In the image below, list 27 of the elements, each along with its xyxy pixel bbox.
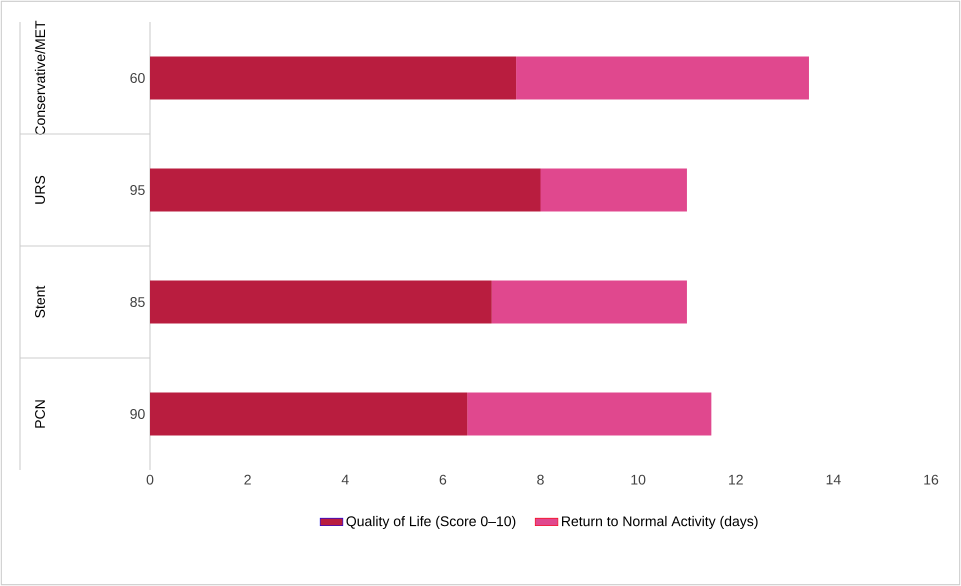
legend-label: Quality of Life (Score 0–10): [346, 516, 516, 529]
bar: [492, 280, 687, 324]
x-tick-label: 16: [924, 474, 938, 485]
bar: [150, 280, 492, 324]
x-tick-label: 8: [537, 474, 544, 485]
legend-label: Return to Normal Activity (days): [562, 516, 758, 529]
x-tick-label: 14: [826, 474, 841, 484]
x-tick-label: 6: [440, 474, 446, 485]
x-tick-label: 12: [729, 474, 743, 484]
bar: [150, 392, 468, 436]
x-tick-label: 4: [342, 474, 349, 484]
bar: [467, 392, 712, 436]
y-tick-label: 60: [130, 73, 145, 83]
text: URS: [35, 176, 45, 204]
y-tick-label: 95: [130, 185, 145, 195]
y-tick-label: 90: [130, 409, 145, 419]
text: PCN: [35, 400, 45, 428]
text: Stent: [35, 286, 45, 318]
x-tick-label: 10: [631, 474, 646, 485]
bar: [150, 168, 540, 212]
x-tick-label: 2: [244, 474, 251, 484]
x-tick-label: 0: [146, 474, 154, 485]
bar: [540, 168, 687, 212]
bar: [516, 56, 809, 100]
text: Conservative/MET: [34, 20, 46, 135]
bar: [150, 56, 516, 100]
y-tick-label: 85: [130, 297, 145, 307]
